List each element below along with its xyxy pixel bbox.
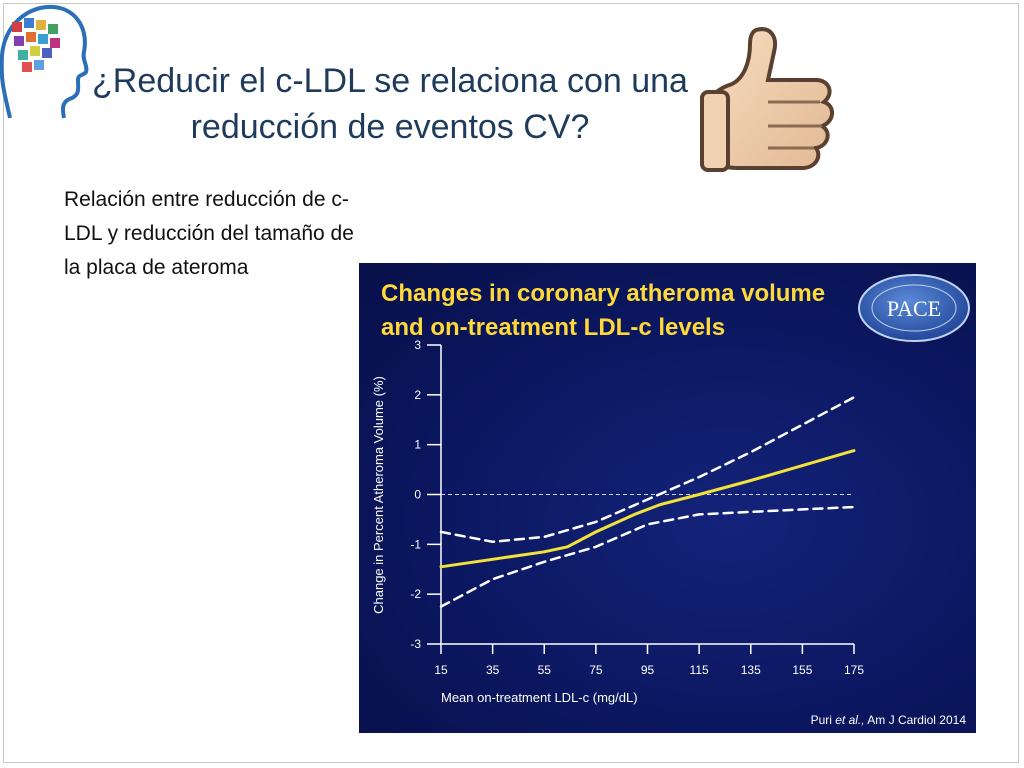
- y-tick-label: -1: [410, 537, 421, 551]
- citation: Puri et al., Am J Cardiol 2014: [811, 713, 966, 727]
- y-tick-label: -2: [410, 587, 421, 601]
- y-tick-label: -3: [410, 637, 421, 651]
- chart-panel: Changes in coronary atheroma volume and …: [359, 263, 976, 733]
- x-tick-label: 75: [589, 663, 603, 677]
- x-axis-label: Mean on-treatment LDL-c (mg/dL): [441, 690, 638, 705]
- citation-etal: et al.,: [835, 713, 865, 727]
- x-tick-label: 155: [792, 663, 812, 677]
- y-tick-label: 2: [414, 388, 421, 402]
- y-tick-label: 3: [414, 338, 421, 352]
- x-tick-label: 55: [538, 663, 552, 677]
- pace-logo: PACE: [858, 274, 970, 342]
- slide-title: ¿Reducir el c-LDL se relaciona con una r…: [92, 62, 688, 146]
- citation-journal: Am J Cardiol 2014: [867, 713, 966, 727]
- slide-frame: [3, 3, 1019, 763]
- x-tick-label: 175: [844, 663, 864, 677]
- x-tick-label: 95: [641, 663, 655, 677]
- brain-head-logo: [0, 4, 89, 119]
- x-tick-label: 115: [690, 663, 709, 677]
- x-tick-label: 15: [434, 663, 448, 677]
- side-text: Relación entre reducción de c-LDL y redu…: [64, 188, 354, 279]
- x-tick-label: 35: [486, 663, 500, 677]
- estimate-curve: [439, 449, 856, 569]
- y-axis-label: Change in Percent Atheroma Volume (%): [371, 376, 386, 614]
- y-tick-label: 1: [414, 438, 421, 452]
- lower-ci-curve: [439, 505, 856, 608]
- y-tick-label: 0: [414, 488, 421, 502]
- line-chart: 3 2 1 0 -1 -2 -3 15 35 55 75 95 115 135 155 175 Mean on-…: [371, 338, 864, 705]
- pace-logo-text: PACE: [887, 296, 941, 321]
- thumbs-up-icon: [700, 27, 834, 172]
- chart-title: Changes in coronary atheroma volume and …: [381, 280, 826, 341]
- upper-ci-curve: [439, 396, 856, 544]
- x-tick-label: 135: [741, 663, 761, 677]
- citation-author: Puri: [810, 713, 832, 727]
